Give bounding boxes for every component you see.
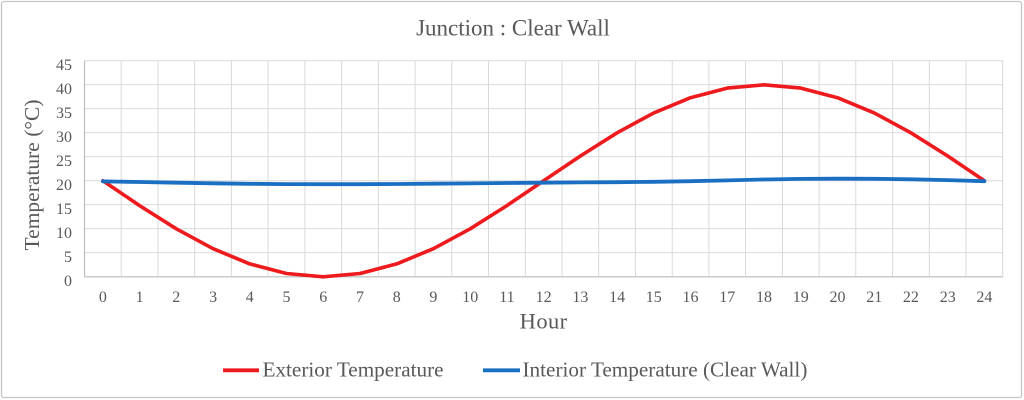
svg-text:40: 40: [56, 81, 72, 98]
svg-text:1: 1: [136, 289, 144, 306]
svg-text:0: 0: [64, 273, 72, 290]
svg-text:20: 20: [830, 289, 846, 306]
svg-text:6: 6: [319, 289, 327, 306]
svg-text:11: 11: [499, 289, 514, 306]
svg-text:5: 5: [283, 289, 291, 306]
svg-text:7: 7: [356, 289, 364, 306]
svg-text:22: 22: [903, 289, 919, 306]
svg-text:25: 25: [56, 153, 72, 170]
svg-text:10: 10: [56, 225, 72, 242]
svg-text:16: 16: [683, 289, 699, 306]
svg-text:10: 10: [462, 289, 478, 306]
svg-text:2: 2: [172, 289, 180, 306]
svg-text:20: 20: [56, 177, 72, 194]
svg-text:24: 24: [976, 289, 992, 306]
svg-text:Exterior Temperature: Exterior Temperature: [263, 358, 444, 382]
svg-text:21: 21: [866, 289, 882, 306]
svg-text:15: 15: [56, 201, 72, 218]
svg-text:23: 23: [940, 289, 956, 306]
svg-text:13: 13: [572, 289, 588, 306]
svg-text:Hour: Hour: [520, 309, 568, 334]
svg-text:18: 18: [756, 289, 772, 306]
svg-text:35: 35: [56, 105, 72, 122]
svg-text:3: 3: [209, 289, 217, 306]
svg-text:45: 45: [56, 57, 72, 74]
svg-text:Interior Temperature (Clear Wa: Interior Temperature (Clear Wall): [523, 358, 808, 382]
svg-text:30: 30: [56, 129, 72, 146]
svg-text:8: 8: [393, 289, 401, 306]
svg-text:Junction : Clear Wall: Junction : Clear Wall: [416, 15, 610, 40]
svg-text:5: 5: [64, 249, 72, 266]
svg-text:Temperature (°C): Temperature (°C): [20, 100, 44, 251]
svg-text:17: 17: [719, 289, 735, 306]
svg-text:4: 4: [246, 289, 254, 306]
svg-text:14: 14: [609, 289, 625, 306]
svg-text:12: 12: [536, 289, 552, 306]
svg-text:15: 15: [646, 289, 662, 306]
svg-text:9: 9: [429, 289, 437, 306]
svg-text:19: 19: [793, 289, 809, 306]
svg-text:0: 0: [99, 289, 107, 306]
